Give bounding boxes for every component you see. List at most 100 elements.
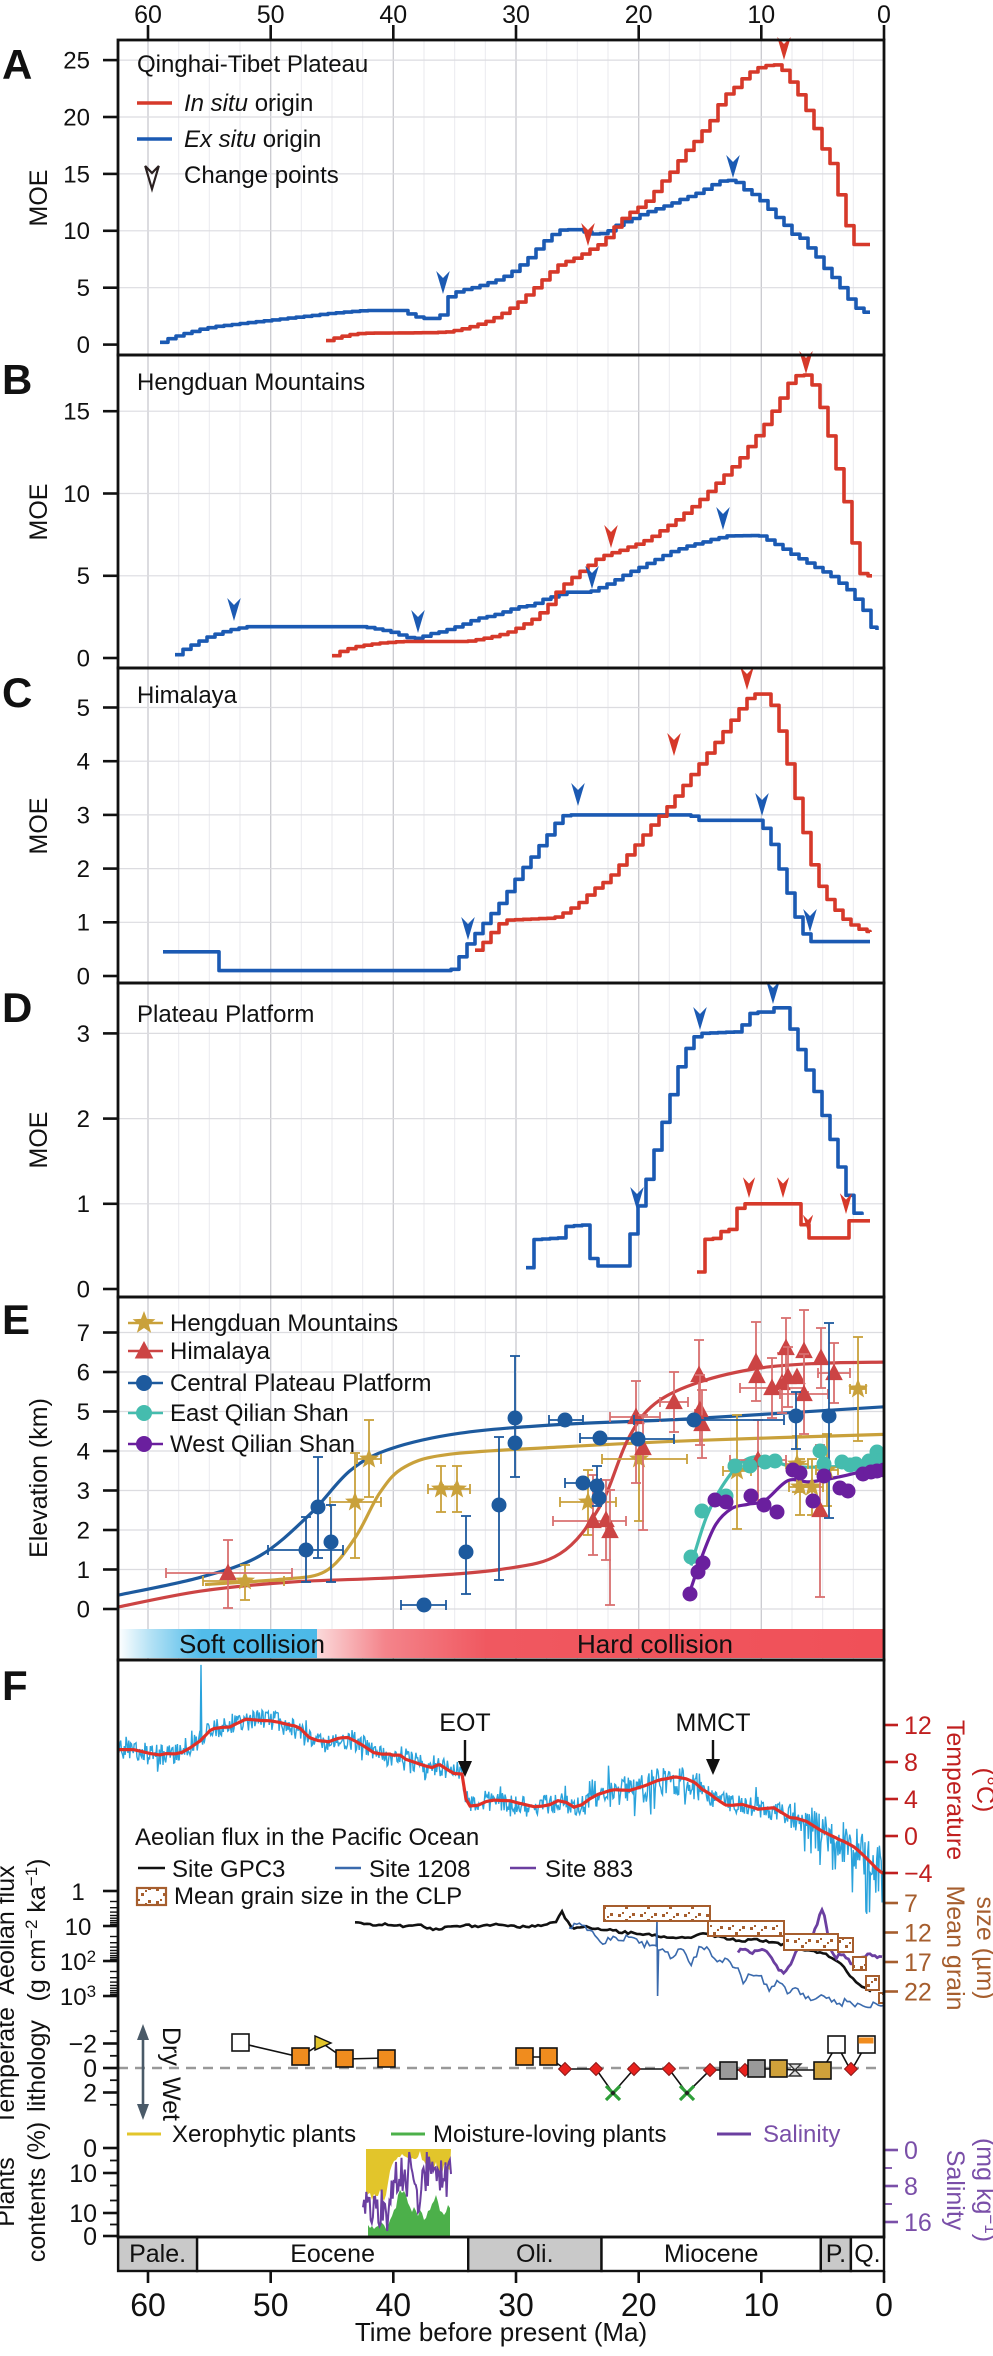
svg-text:4: 4 bbox=[904, 1786, 918, 1814]
svg-text:In situ origin: In situ origin bbox=[184, 90, 313, 117]
svg-text:25: 25 bbox=[63, 48, 90, 75]
svg-text:Site 883: Site 883 bbox=[545, 1856, 633, 1883]
svg-text:Change points: Change points bbox=[184, 162, 339, 189]
svg-text:10: 10 bbox=[65, 1914, 92, 1941]
svg-text:2: 2 bbox=[77, 856, 90, 883]
svg-text:D: D bbox=[2, 984, 32, 1031]
svg-text:0: 0 bbox=[83, 2055, 97, 2083]
svg-text:40: 40 bbox=[379, 1, 407, 29]
svg-text:West Qilian Shan: West Qilian Shan bbox=[170, 1431, 355, 1458]
svg-text:60: 60 bbox=[130, 2287, 166, 2323]
svg-text:1: 1 bbox=[77, 1557, 90, 1584]
svg-text:2: 2 bbox=[83, 2080, 97, 2108]
svg-text:Aeolian flux in the Pacific Oc: Aeolian flux in the Pacific Ocean bbox=[135, 1824, 479, 1851]
svg-text:MOE: MOE bbox=[25, 798, 53, 855]
svg-text:E: E bbox=[2, 1296, 30, 1343]
svg-text:Ex situ origin: Ex situ origin bbox=[184, 126, 321, 153]
svg-text:Mean grain: Mean grain bbox=[941, 1885, 969, 2010]
svg-text:50: 50 bbox=[257, 1, 285, 29]
svg-text:0: 0 bbox=[904, 2137, 918, 2165]
svg-text:Salinity: Salinity bbox=[941, 2150, 969, 2231]
svg-text:Dry: Dry bbox=[157, 2027, 185, 2066]
svg-text:10: 10 bbox=[744, 2287, 780, 2323]
svg-text:Mean grain size in the CLP: Mean grain size in the CLP bbox=[174, 1883, 462, 1910]
svg-text:C: C bbox=[2, 669, 32, 716]
svg-text:Pale.: Pale. bbox=[129, 2240, 186, 2268]
svg-text:Central Plateau Platform: Central Plateau Platform bbox=[170, 1370, 431, 1397]
svg-text:5: 5 bbox=[77, 275, 90, 302]
svg-text:Plateau Platform: Plateau Platform bbox=[137, 1001, 314, 1028]
svg-text:5: 5 bbox=[77, 563, 90, 590]
svg-text:10: 10 bbox=[63, 481, 90, 508]
svg-text:6: 6 bbox=[77, 1359, 90, 1386]
svg-text:Salinity: Salinity bbox=[763, 2121, 840, 2148]
svg-text:4: 4 bbox=[77, 749, 90, 776]
svg-text:lithology: lithology bbox=[23, 2020, 51, 2112]
svg-text:Time before present (Ma): Time before present (Ma) bbox=[355, 2317, 647, 2347]
svg-text:A: A bbox=[2, 41, 32, 88]
svg-text:Hengduan Mountains: Hengduan Mountains bbox=[170, 1310, 398, 1337]
svg-text:3: 3 bbox=[77, 1478, 90, 1505]
svg-text:size (µm): size (µm) bbox=[971, 1896, 993, 1999]
svg-text:Himalaya: Himalaya bbox=[170, 1338, 271, 1365]
svg-text:10: 10 bbox=[747, 1, 775, 29]
svg-text:Soft collision: Soft collision bbox=[179, 1629, 325, 1659]
svg-text:30: 30 bbox=[498, 2287, 534, 2323]
svg-text:0: 0 bbox=[877, 1, 891, 29]
svg-text:MOE: MOE bbox=[25, 484, 53, 541]
svg-text:4: 4 bbox=[77, 1438, 90, 1465]
svg-text:0: 0 bbox=[83, 2223, 97, 2251]
svg-text:0: 0 bbox=[904, 1823, 918, 1851]
svg-text:Elevation (km): Elevation (km) bbox=[25, 1398, 53, 1558]
svg-text:Hard collision: Hard collision bbox=[577, 1629, 733, 1659]
svg-text:MOE: MOE bbox=[25, 170, 53, 227]
svg-text:10: 10 bbox=[69, 2200, 97, 2228]
svg-text:3: 3 bbox=[77, 1021, 90, 1048]
svg-text:Qinghai-Tibet Plateau: Qinghai-Tibet Plateau bbox=[137, 51, 368, 78]
svg-text:5: 5 bbox=[77, 1399, 90, 1426]
svg-text:East Qilian Shan: East Qilian Shan bbox=[170, 1400, 349, 1427]
svg-text:7: 7 bbox=[904, 1890, 918, 1918]
svg-text:Temperate: Temperate bbox=[0, 2007, 20, 2125]
svg-text:1: 1 bbox=[71, 1879, 84, 1906]
svg-text:17: 17 bbox=[904, 1949, 932, 1977]
svg-text:Temperature: Temperature bbox=[941, 1720, 969, 1860]
svg-text:12: 12 bbox=[904, 1712, 932, 1740]
svg-text:20: 20 bbox=[63, 104, 90, 131]
svg-text:Aeolian flux: Aeolian flux bbox=[0, 1865, 20, 1995]
svg-text:0: 0 bbox=[77, 1276, 90, 1303]
svg-text:30: 30 bbox=[502, 1, 530, 29]
svg-text:16: 16 bbox=[904, 2209, 932, 2237]
svg-text:Eocene: Eocene bbox=[290, 2240, 375, 2268]
svg-text:0: 0 bbox=[77, 1596, 90, 1623]
svg-text:Moisture-loving plants: Moisture-loving plants bbox=[433, 2121, 666, 2148]
svg-text:−2: −2 bbox=[68, 2031, 97, 2059]
svg-text:Plants: Plants bbox=[0, 2157, 20, 2226]
svg-text:15: 15 bbox=[63, 399, 90, 426]
svg-text:40: 40 bbox=[376, 2287, 412, 2323]
svg-text:Oli.: Oli. bbox=[516, 2240, 554, 2268]
svg-text:MMCT: MMCT bbox=[676, 1709, 751, 1737]
svg-text:Site 1208: Site 1208 bbox=[369, 1856, 470, 1883]
svg-text:−4: −4 bbox=[904, 1860, 933, 1888]
svg-text:(°C): (°C) bbox=[971, 1768, 993, 1813]
svg-text:Miocene: Miocene bbox=[664, 2240, 759, 2268]
svg-text:60: 60 bbox=[134, 1, 162, 29]
svg-text:Site GPC3: Site GPC3 bbox=[172, 1856, 285, 1883]
svg-text:Himalaya: Himalaya bbox=[137, 682, 238, 709]
svg-text:2: 2 bbox=[77, 1517, 90, 1544]
svg-text:EOT: EOT bbox=[439, 1709, 490, 1737]
svg-text:5: 5 bbox=[77, 695, 90, 722]
svg-text:1: 1 bbox=[77, 910, 90, 937]
svg-text:0: 0 bbox=[77, 332, 90, 359]
svg-text:Hengduan Mountains: Hengduan Mountains bbox=[137, 369, 365, 396]
svg-text:Wet: Wet bbox=[157, 2077, 185, 2121]
svg-text:20: 20 bbox=[625, 1, 653, 29]
svg-text:10: 10 bbox=[69, 2160, 97, 2188]
svg-text:Q.: Q. bbox=[854, 2240, 880, 2268]
svg-text:2: 2 bbox=[77, 1106, 90, 1133]
svg-text:1: 1 bbox=[77, 1191, 90, 1218]
svg-text:B: B bbox=[2, 356, 32, 403]
svg-text:0: 0 bbox=[77, 963, 90, 990]
svg-text:P.: P. bbox=[826, 2240, 846, 2268]
